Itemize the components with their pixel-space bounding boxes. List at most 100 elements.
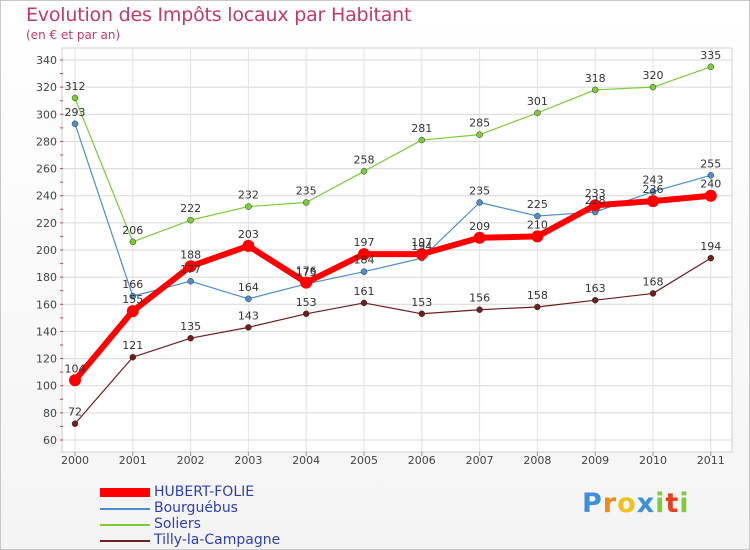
y-tick-label: 60 <box>43 434 57 447</box>
data-label: 161 <box>354 285 375 298</box>
data-label: 210 <box>527 218 548 231</box>
logo-letter: P <box>582 488 603 519</box>
data-label: 72 <box>68 406 82 419</box>
x-tick-label: 2000 <box>61 454 89 467</box>
data-label: 163 <box>585 282 606 295</box>
data-point <box>71 120 79 128</box>
data-label: 156 <box>469 292 490 305</box>
data-point <box>647 195 659 208</box>
proxiti-logo: Proxiti <box>582 488 690 519</box>
data-point <box>589 199 602 212</box>
data-label: 197 <box>354 236 375 249</box>
data-label: 235 <box>469 185 490 198</box>
data-label: 335 <box>700 49 721 62</box>
logo-letter: x <box>636 488 656 519</box>
data-label: 194 <box>700 240 721 253</box>
data-point <box>534 212 541 220</box>
data-point <box>302 199 310 206</box>
data-label: 318 <box>585 72 606 85</box>
y-tick-label: 100 <box>36 380 57 393</box>
data-point <box>360 268 368 275</box>
chart-title: Evolution des Impôts locaux par Habitant <box>26 4 412 26</box>
x-tick-label: 2010 <box>639 454 667 467</box>
data-label: 233 <box>585 187 606 200</box>
data-label: 236 <box>643 183 664 196</box>
y-tick-label: 180 <box>36 271 57 284</box>
data-label: 222 <box>180 202 201 215</box>
data-label: 197 <box>411 236 432 249</box>
data-point <box>245 295 252 303</box>
y-tick-label: 280 <box>36 135 57 148</box>
data-label: 121 <box>122 339 143 352</box>
data-label: 158 <box>527 289 548 302</box>
data-point <box>360 168 368 175</box>
data-label: 285 <box>469 117 490 130</box>
data-label: 153 <box>296 296 317 309</box>
y-tick-label: 340 <box>36 54 57 67</box>
data-point <box>129 292 137 300</box>
data-point <box>71 420 79 427</box>
data-label: 177 <box>180 263 201 276</box>
legend-label: HUBERT-FOLIE <box>154 484 255 500</box>
data-label: 206 <box>122 224 143 237</box>
data-label: 164 <box>238 281 259 294</box>
x-tick-label: 2011 <box>697 454 725 467</box>
data-label: 194 <box>411 240 432 253</box>
data-label: 240 <box>700 178 721 191</box>
data-point <box>129 238 137 246</box>
data-point <box>476 131 483 138</box>
series-line-soliers <box>74 66 711 243</box>
logo-letter: i <box>679 488 690 519</box>
data-point <box>358 248 370 261</box>
x-tick-label: 2009 <box>581 454 609 467</box>
data-label: 143 <box>238 309 259 322</box>
y-tick-label: 220 <box>36 217 57 230</box>
data-label: 320 <box>643 69 664 82</box>
logo-letter: o <box>617 488 637 519</box>
x-tick-label: 2003 <box>234 454 262 467</box>
data-point <box>187 334 194 342</box>
x-tick-label: 2007 <box>466 454 494 467</box>
data-point <box>707 172 715 179</box>
data-point <box>302 310 310 318</box>
series-line-bourgu-bus <box>74 123 711 300</box>
series-line-tilly-la-campagne <box>74 257 712 425</box>
y-tick-label: 260 <box>36 163 57 176</box>
y-tick-label: 140 <box>36 325 57 338</box>
data-point <box>129 353 137 361</box>
data-point <box>476 306 483 313</box>
y-tick-label: 320 <box>36 81 57 94</box>
data-point <box>360 299 368 307</box>
data-label: 225 <box>527 198 548 211</box>
x-tick-label: 2004 <box>292 454 320 467</box>
data-label: 135 <box>180 320 201 333</box>
logo-letter: i <box>655 488 666 519</box>
data-point <box>187 277 194 285</box>
data-label: 203 <box>238 228 259 241</box>
data-label: 155 <box>122 293 143 306</box>
y-tick-label: 80 <box>43 407 57 420</box>
data-point <box>184 260 197 273</box>
data-label: 255 <box>700 157 721 170</box>
data-label: 235 <box>296 185 317 198</box>
data-point <box>300 276 313 289</box>
data-point <box>649 83 657 91</box>
legend-label: Soliers <box>154 516 201 532</box>
y-tick-label: 240 <box>36 190 57 203</box>
legend-swatch <box>100 524 150 526</box>
legend-swatch <box>100 488 150 497</box>
data-label: 243 <box>643 174 664 187</box>
data-point <box>704 189 717 202</box>
data-point <box>707 254 715 262</box>
data-label: 281 <box>411 122 432 135</box>
series-line-hubert-folie <box>72 192 712 383</box>
x-tick-label: 2005 <box>350 454 378 467</box>
data-point <box>71 94 79 102</box>
data-label: 228 <box>585 194 606 207</box>
data-label: 301 <box>527 95 548 108</box>
logo-letter: r <box>602 488 618 519</box>
data-point <box>187 216 194 224</box>
data-label: 293 <box>65 106 86 119</box>
y-tick-label: 200 <box>36 244 57 257</box>
